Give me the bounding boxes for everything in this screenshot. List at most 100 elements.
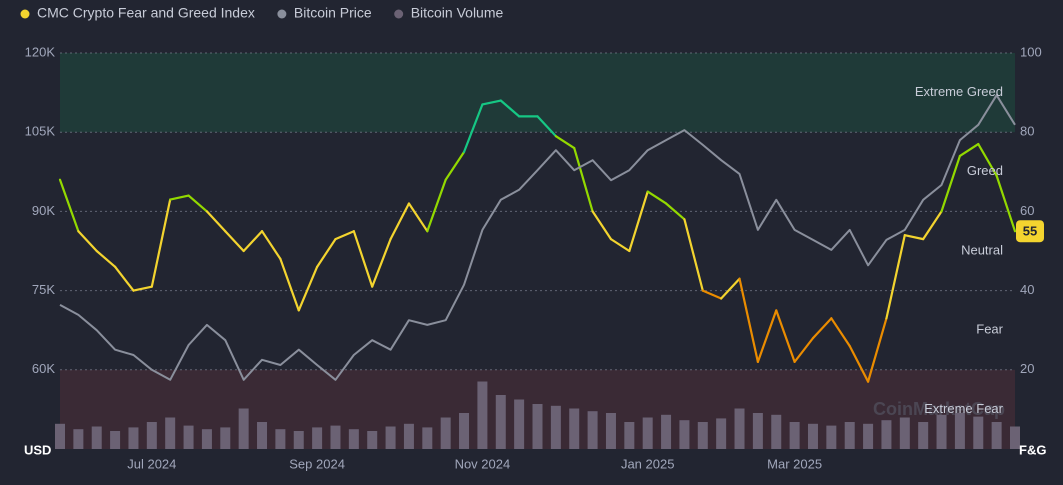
fear-greed-segment [426, 178, 447, 233]
volume-bar [238, 408, 249, 449]
current-value-label: 55 [1023, 224, 1037, 239]
fear-greed-segment [205, 210, 227, 233]
fear-greed-segment [720, 277, 741, 300]
volume-bar [771, 414, 782, 449]
volume-bar [330, 425, 341, 449]
fear-greed-segment [77, 230, 98, 253]
y-tick-label: 60K [32, 361, 55, 376]
fear-greed-segment [701, 289, 723, 300]
volume-bar [642, 417, 653, 449]
legend-item[interactable]: Bitcoin Volume [394, 5, 504, 21]
fear-greed-segment [775, 309, 796, 363]
volume-bar [991, 422, 1002, 449]
volume-bar [863, 423, 874, 449]
y-tick-label: 105K [25, 124, 56, 139]
legend-item[interactable]: Bitcoin Price [277, 5, 372, 21]
volume-bar [844, 422, 855, 449]
fear-greed-segment [738, 277, 759, 363]
labels: Extreme Fear Fear Neutral Greed Extreme Gree… [25, 44, 1044, 471]
fear-greed-segment [756, 309, 778, 363]
fear-greed-segment [811, 317, 833, 340]
fear-greed-segment [664, 202, 686, 221]
x-tick-label: Mar 2025 [767, 456, 822, 471]
volume-bar [183, 425, 194, 449]
y2-tick-label: 100 [1020, 44, 1042, 59]
volume-bar [826, 425, 837, 449]
legend-label: CMC Crypto Fear and Greed Index [37, 5, 255, 21]
volume-bar [220, 427, 231, 449]
y-tick-label: 75K [32, 282, 55, 297]
fear-greed-segment [940, 154, 962, 213]
y2-axis-title: F&G [1019, 442, 1046, 457]
volume-bar [936, 414, 947, 449]
volume-bar [734, 408, 745, 449]
zone-label: Extreme Greed [915, 84, 1003, 99]
volume-bar [440, 417, 451, 449]
fear-greed-segment [995, 174, 1017, 233]
y-tick-label: 90K [32, 203, 55, 218]
volume-bar [128, 427, 139, 449]
volume-bar [954, 413, 965, 449]
watermark: CoinMarketCap [873, 399, 1005, 419]
fear-greed-segment [573, 146, 594, 213]
volume-bar [312, 427, 323, 449]
volume-bar [385, 426, 396, 449]
y2-tick-label: 60 [1020, 203, 1034, 218]
current-value-badge [1016, 220, 1044, 243]
fear-greed-segment [224, 230, 245, 253]
fear-greed-segment [462, 103, 484, 154]
volume-bar [550, 405, 561, 449]
x-tick-label: Jul 2024 [127, 456, 176, 471]
fear-greed-segment [297, 265, 319, 312]
volume-bar [587, 411, 598, 449]
y2-tick-label: 80 [1020, 124, 1034, 139]
legend-label: Bitcoin Price [294, 5, 372, 21]
fear-greed-segment [536, 115, 557, 138]
zone-label: Fear [976, 322, 1003, 337]
fear-greed-segment [628, 190, 649, 253]
fear-greed-segment [132, 285, 153, 292]
fear-greed-segment [591, 210, 613, 241]
fear-greed-segment [793, 337, 815, 363]
legend-item[interactable]: CMC Crypto Fear and Greed Index [20, 5, 255, 21]
x-tick-label: Nov 2024 [455, 456, 511, 471]
fear-greed-segment [334, 230, 355, 241]
volume-bar [367, 431, 378, 449]
legend-swatch [277, 9, 287, 19]
volume-bar [679, 420, 690, 449]
lines [58, 94, 1017, 383]
volume-bar [459, 413, 470, 449]
fear-greed-segment [848, 344, 870, 383]
fear-greed-segment [830, 317, 851, 348]
y2-tick-label: 40 [1020, 282, 1034, 297]
fear-greed-segment [499, 99, 521, 118]
zone-label: Neutral [961, 242, 1003, 257]
volume-bar [569, 408, 580, 449]
volume-bar [422, 427, 433, 449]
fear-greed-segment [554, 135, 576, 150]
volume-bar [624, 422, 635, 449]
zone-label: Extreme Fear [924, 401, 1003, 416]
x-tick-label: Sep 2024 [289, 456, 345, 471]
y-axis-title: USD [24, 442, 51, 457]
fear-greed-segment [977, 142, 998, 177]
fear-greed-segment [95, 249, 117, 268]
fear-greed-segment [371, 238, 392, 288]
volume-bar [477, 381, 488, 449]
volume-bar [403, 423, 414, 449]
volume-bar [275, 429, 286, 449]
fear-greed-segment [242, 230, 264, 253]
volume-bar [605, 413, 616, 449]
fear-greed-segment [609, 238, 631, 253]
volume-bar [716, 418, 727, 449]
fear-greed-segment [903, 234, 925, 241]
volume-bars [55, 381, 1020, 449]
volume-bar [918, 422, 929, 449]
fear-greed-segment [481, 99, 502, 106]
volume-bar [973, 416, 984, 449]
volume-bar [532, 404, 543, 449]
fear-greed-segment [922, 210, 943, 241]
volume-bar [257, 422, 268, 449]
fear-greed-segment [683, 218, 704, 292]
